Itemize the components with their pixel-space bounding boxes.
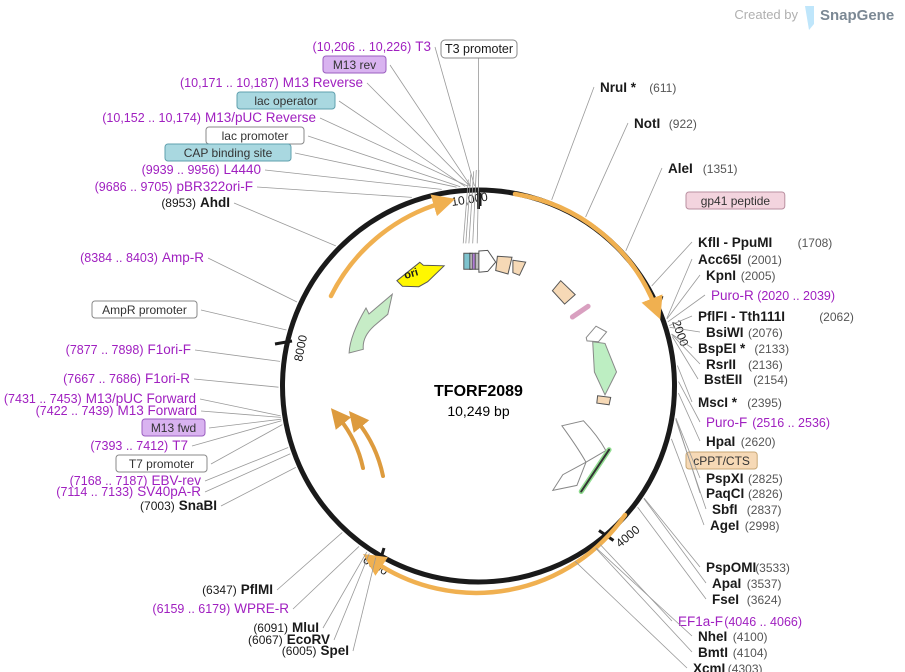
- svg-text:AmpR promoter: AmpR promoter: [102, 303, 187, 317]
- svg-text:BsiWI: BsiWI: [706, 325, 744, 340]
- svg-text:(2133): (2133): [754, 342, 789, 356]
- svg-text:(2825): (2825): [748, 472, 783, 486]
- svg-text:(7667 .. 7686)F1ori-R: (7667 .. 7686) F1ori-R: [63, 371, 190, 386]
- svg-text:(2620): (2620): [741, 435, 776, 449]
- svg-text:(1708): (1708): [798, 236, 833, 250]
- svg-text:(8384 .. 8403)Amp-R: (8384 .. 8403) Amp-R: [80, 250, 204, 265]
- svg-text:(2998): (2998): [745, 519, 780, 533]
- svg-text:NruI *: NruI *: [600, 80, 637, 95]
- svg-text:(2837): (2837): [747, 503, 782, 517]
- svg-text:10,249 bp: 10,249 bp: [447, 403, 509, 419]
- svg-text:PaqCI: PaqCI: [706, 486, 744, 501]
- svg-text:PspXI: PspXI: [706, 471, 744, 486]
- svg-text:NheI: NheI: [698, 629, 727, 644]
- svg-text:(10,171 .. 10,187)M13 Reverse: (10,171 .. 10,187) M13 Reverse: [180, 75, 363, 90]
- svg-text:(2136): (2136): [748, 358, 783, 372]
- svg-text:(4100): (4100): [733, 630, 768, 644]
- svg-text:T7 promoter: T7 promoter: [129, 457, 194, 471]
- svg-text:(6005)SpeI: (6005) SpeI: [282, 643, 349, 658]
- svg-text:(2826): (2826): [748, 487, 783, 501]
- svg-text:Acc65I: Acc65I: [698, 252, 742, 267]
- svg-text:(7003)SnaBI: (7003) SnaBI: [140, 498, 217, 513]
- svg-text:RsrII: RsrII: [706, 357, 736, 372]
- svg-text:(6347)PflMI: (6347) PflMI: [202, 582, 273, 597]
- svg-text:cPPT/CTS: cPPT/CTS: [693, 454, 750, 468]
- svg-text:Puro-F: Puro-F: [706, 415, 747, 430]
- svg-text:FseI: FseI: [712, 592, 739, 607]
- svg-text:TFORF2089: TFORF2089: [434, 383, 523, 400]
- svg-text:2000: 2000: [669, 318, 691, 348]
- svg-text:(2001): (2001): [747, 253, 782, 267]
- svg-text:(2154): (2154): [753, 373, 788, 387]
- svg-text:(8953)AhdI: (8953) AhdI: [161, 195, 230, 210]
- svg-text:(1351): (1351): [703, 162, 738, 176]
- svg-text:KflI - PpuMI: KflI - PpuMI: [698, 235, 772, 250]
- svg-text:AgeI: AgeI: [710, 518, 739, 533]
- svg-text:(2062): (2062): [819, 310, 854, 324]
- svg-text:ApaI: ApaI: [712, 576, 741, 591]
- svg-text:BmtI: BmtI: [698, 645, 728, 660]
- svg-text:lac promoter: lac promoter: [222, 129, 289, 143]
- svg-text:Puro-R: Puro-R: [711, 288, 754, 303]
- svg-text:HpaI: HpaI: [706, 434, 735, 449]
- svg-text:MscI *: MscI *: [698, 395, 738, 410]
- svg-text:AleI: AleI: [668, 161, 693, 176]
- svg-text:(2005): (2005): [741, 269, 776, 283]
- svg-text:(7393 .. 7412)T7: (7393 .. 7412) T7: [90, 438, 188, 453]
- svg-text:(10,152 .. 10,174)M13/pUC Reve: (10,152 .. 10,174) M13/pUC Reverse: [102, 110, 316, 125]
- svg-text:M13 fwd: M13 fwd: [151, 421, 196, 435]
- svg-text:(2076): (2076): [748, 326, 783, 340]
- svg-text:XcmI: XcmI: [693, 661, 725, 672]
- svg-text:(3624): (3624): [747, 593, 782, 607]
- svg-text:(9686 .. 9705)pBR322ori-F: (9686 .. 9705) pBR322ori-F: [95, 179, 253, 194]
- svg-text:(2516 .. 2536): (2516 .. 2536): [752, 416, 830, 430]
- svg-text:BspEI *: BspEI *: [698, 341, 746, 356]
- svg-text:(3533): (3533): [755, 561, 790, 575]
- svg-text:8000: 8000: [291, 333, 310, 362]
- svg-text:(2020 .. 2039): (2020 .. 2039): [757, 289, 835, 303]
- svg-text:M13 rev: M13 rev: [333, 58, 376, 72]
- svg-text:PspOMI: PspOMI: [706, 560, 756, 575]
- svg-text:gp41 peptide: gp41 peptide: [701, 194, 771, 208]
- svg-text:(4303): (4303): [728, 662, 763, 672]
- svg-text:(7114 .. 7133)SV40pA-R: (7114 .. 7133) SV40pA-R: [56, 484, 201, 499]
- svg-text:(9939 .. 9956)L4440: (9939 .. 9956) L4440: [142, 162, 261, 177]
- svg-text:(3537): (3537): [747, 577, 782, 591]
- svg-text:(6159 .. 6179)WPRE-R: (6159 .. 6179) WPRE-R: [152, 601, 289, 616]
- svg-text:SnapGene: SnapGene: [820, 7, 894, 24]
- svg-text:EF1a-F: EF1a-F: [678, 614, 723, 629]
- svg-text:(4046 .. 4066): (4046 .. 4066): [724, 615, 802, 629]
- svg-text:KpnI: KpnI: [706, 268, 736, 283]
- svg-text:(4104): (4104): [733, 646, 768, 660]
- svg-text:PflFI - Tth111I: PflFI - Tth111I: [698, 309, 785, 324]
- svg-text:(7877 .. 7898)F1ori-F: (7877 .. 7898) F1ori-F: [66, 342, 191, 357]
- svg-text:CAP binding site: CAP binding site: [184, 146, 273, 160]
- svg-text:Created by: Created by: [734, 7, 798, 22]
- svg-text:T3 promoter: T3 promoter: [445, 42, 513, 56]
- svg-text:SbfI: SbfI: [712, 502, 738, 517]
- svg-text:(922): (922): [669, 117, 697, 131]
- svg-text:(10,206 .. 10,226)T3: (10,206 .. 10,226) T3: [313, 39, 431, 54]
- svg-text:(2395): (2395): [747, 396, 782, 410]
- svg-text:NotI: NotI: [634, 116, 660, 131]
- svg-text:lac operator: lac operator: [254, 94, 317, 108]
- svg-text:BstEII: BstEII: [704, 372, 742, 387]
- svg-text:(611): (611): [649, 81, 676, 95]
